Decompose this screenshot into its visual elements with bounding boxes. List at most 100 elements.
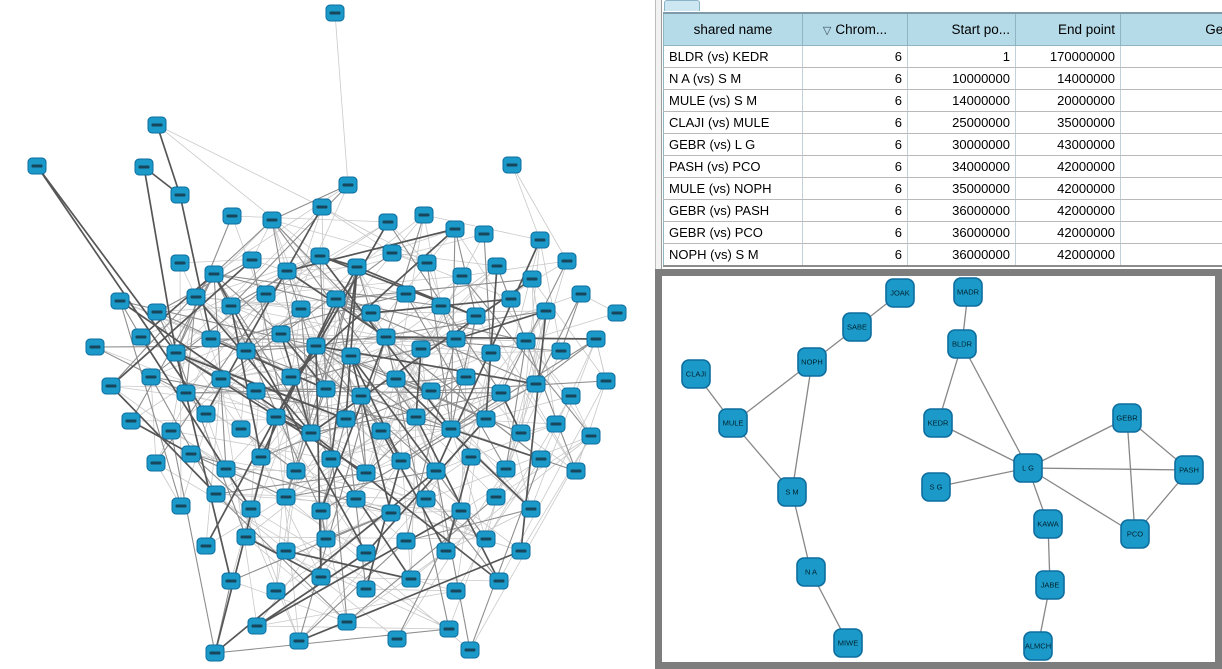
network-node[interactable] <box>376 328 396 346</box>
detail-network-canvas[interactable]: JOAK SABE NOPH CLAJI MULE S M N A MIWE MADR BLDR K… <box>662 276 1215 662</box>
network-node[interactable] <box>170 186 190 204</box>
network-node[interactable] <box>421 382 441 400</box>
network-edge[interactable] <box>791 361 813 493</box>
network-node[interactable] <box>196 537 216 555</box>
network-node[interactable] <box>511 542 531 560</box>
table-cell[interactable]: 25000000 <box>907 111 1016 134</box>
network-node[interactable] <box>281 368 301 386</box>
network-node[interactable] <box>486 488 506 506</box>
table-cell[interactable]: 170000000 <box>1015 45 1121 68</box>
table-cell[interactable]: 8.4 <box>1120 221 1222 244</box>
network-node[interactable] <box>489 572 509 590</box>
network-node[interactable] <box>147 303 167 321</box>
network-node[interactable] <box>221 572 241 590</box>
column-header-chrom-[interactable]: ▽ Chrom... <box>802 12 908 46</box>
network-node[interactable] <box>316 380 336 398</box>
table-cell[interactable]: 6 <box>802 89 908 112</box>
network-node[interactable] <box>171 497 191 515</box>
network-node[interactable] <box>522 270 542 288</box>
network-node[interactable] <box>170 254 190 272</box>
network-node[interactable]: JOAK <box>885 278 915 308</box>
network-node[interactable]: PCO <box>1120 519 1150 549</box>
network-node[interactable] <box>351 387 371 405</box>
network-node[interactable] <box>310 247 330 265</box>
network-node[interactable] <box>566 462 586 480</box>
filter-icon[interactable]: ▽ <box>822 25 832 37</box>
network-node[interactable] <box>326 290 346 308</box>
table-cell[interactable]: 11.4 <box>1120 155 1222 178</box>
network-node[interactable] <box>85 338 105 356</box>
network-edge[interactable] <box>961 343 1029 469</box>
network-node[interactable] <box>501 290 521 308</box>
network-node[interactable]: PASH <box>1174 455 1204 485</box>
network-node[interactable] <box>286 462 306 480</box>
network-edge[interactable] <box>1027 417 1128 469</box>
network-node[interactable] <box>196 405 216 423</box>
network-node[interactable]: SABE <box>842 312 872 342</box>
network-node[interactable] <box>474 225 494 243</box>
table-cell[interactable]: MULE (vs) NOPH <box>663 177 803 200</box>
network-node[interactable] <box>231 420 251 438</box>
network-edge[interactable] <box>1027 467 1136 535</box>
network-node[interactable] <box>201 330 221 348</box>
network-node[interactable] <box>338 176 358 194</box>
network-node[interactable]: GEBR <box>1112 403 1142 433</box>
network-node[interactable]: S M <box>777 477 807 507</box>
table-row[interactable]: MULE (vs) NOPH6350000004200000010.5 <box>663 177 1222 200</box>
network-node[interactable] <box>311 502 331 520</box>
table-cell[interactable]: 6 <box>802 243 908 267</box>
network-node[interactable] <box>347 258 367 276</box>
table-row[interactable]: CLAJI (vs) MULE625000000350000005.9 <box>663 111 1222 134</box>
table-cell[interactable]: 42000000 <box>1015 199 1121 222</box>
table-cell[interactable]: CLAJI (vs) MULE <box>663 111 803 134</box>
table-cell[interactable]: 6 <box>802 199 908 222</box>
network-node[interactable] <box>502 156 522 174</box>
network-node[interactable] <box>596 372 616 390</box>
network-node[interactable] <box>551 342 571 360</box>
table-cell[interactable]: 36000000 <box>907 243 1016 267</box>
network-node[interactable] <box>266 408 286 426</box>
network-node[interactable]: ALMCH <box>1023 631 1053 661</box>
network-node[interactable] <box>496 460 516 478</box>
network-node[interactable] <box>216 460 236 478</box>
network-node[interactable] <box>222 207 242 225</box>
network-node[interactable] <box>581 427 601 445</box>
network-node[interactable] <box>242 251 262 269</box>
network-edge[interactable] <box>1027 467 1190 471</box>
network-node[interactable] <box>487 257 507 275</box>
network-node[interactable] <box>356 580 376 598</box>
network-node[interactable]: KEDR <box>923 408 953 438</box>
network-node[interactable] <box>356 544 376 562</box>
network-node[interactable] <box>337 613 357 631</box>
network-node[interactable] <box>546 415 566 433</box>
network-node[interactable] <box>406 408 426 426</box>
network-node[interactable] <box>387 630 407 648</box>
table-cell[interactable]: BLDR (vs) KEDR <box>663 45 803 68</box>
network-edge[interactable] <box>937 422 1029 469</box>
network-node[interactable] <box>461 448 481 466</box>
network-node[interactable] <box>306 337 326 355</box>
network-edge[interactable] <box>935 467 1029 488</box>
table-cell[interactable]: 43000000 <box>1015 133 1121 156</box>
network-node[interactable] <box>251 448 271 466</box>
network-node[interactable]: NOPH <box>797 347 827 377</box>
network-node[interactable] <box>321 450 341 468</box>
network-node[interactable] <box>401 570 421 588</box>
network-edge[interactable] <box>1126 417 1136 535</box>
table-cell[interactable]: GEBR (vs) L G <box>663 133 803 156</box>
table-cell[interactable]: 20000000 <box>1015 89 1121 112</box>
network-node[interactable] <box>411 340 431 358</box>
column-header-start-po-[interactable]: Start po... <box>907 12 1016 46</box>
network-node[interactable] <box>476 530 496 548</box>
network-node[interactable] <box>371 422 391 440</box>
network-node[interactable] <box>426 462 446 480</box>
network-node[interactable] <box>291 300 311 318</box>
table-cell[interactable]: 6 <box>802 221 908 244</box>
network-node[interactable] <box>386 370 406 388</box>
column-header-end-point[interactable]: End point <box>1015 12 1121 46</box>
network-node[interactable] <box>451 502 471 520</box>
network-node[interactable] <box>446 582 466 600</box>
table-cell[interactable]: 42000000 <box>1015 221 1121 244</box>
network-node[interactable] <box>271 325 291 343</box>
network-node[interactable] <box>431 297 451 315</box>
